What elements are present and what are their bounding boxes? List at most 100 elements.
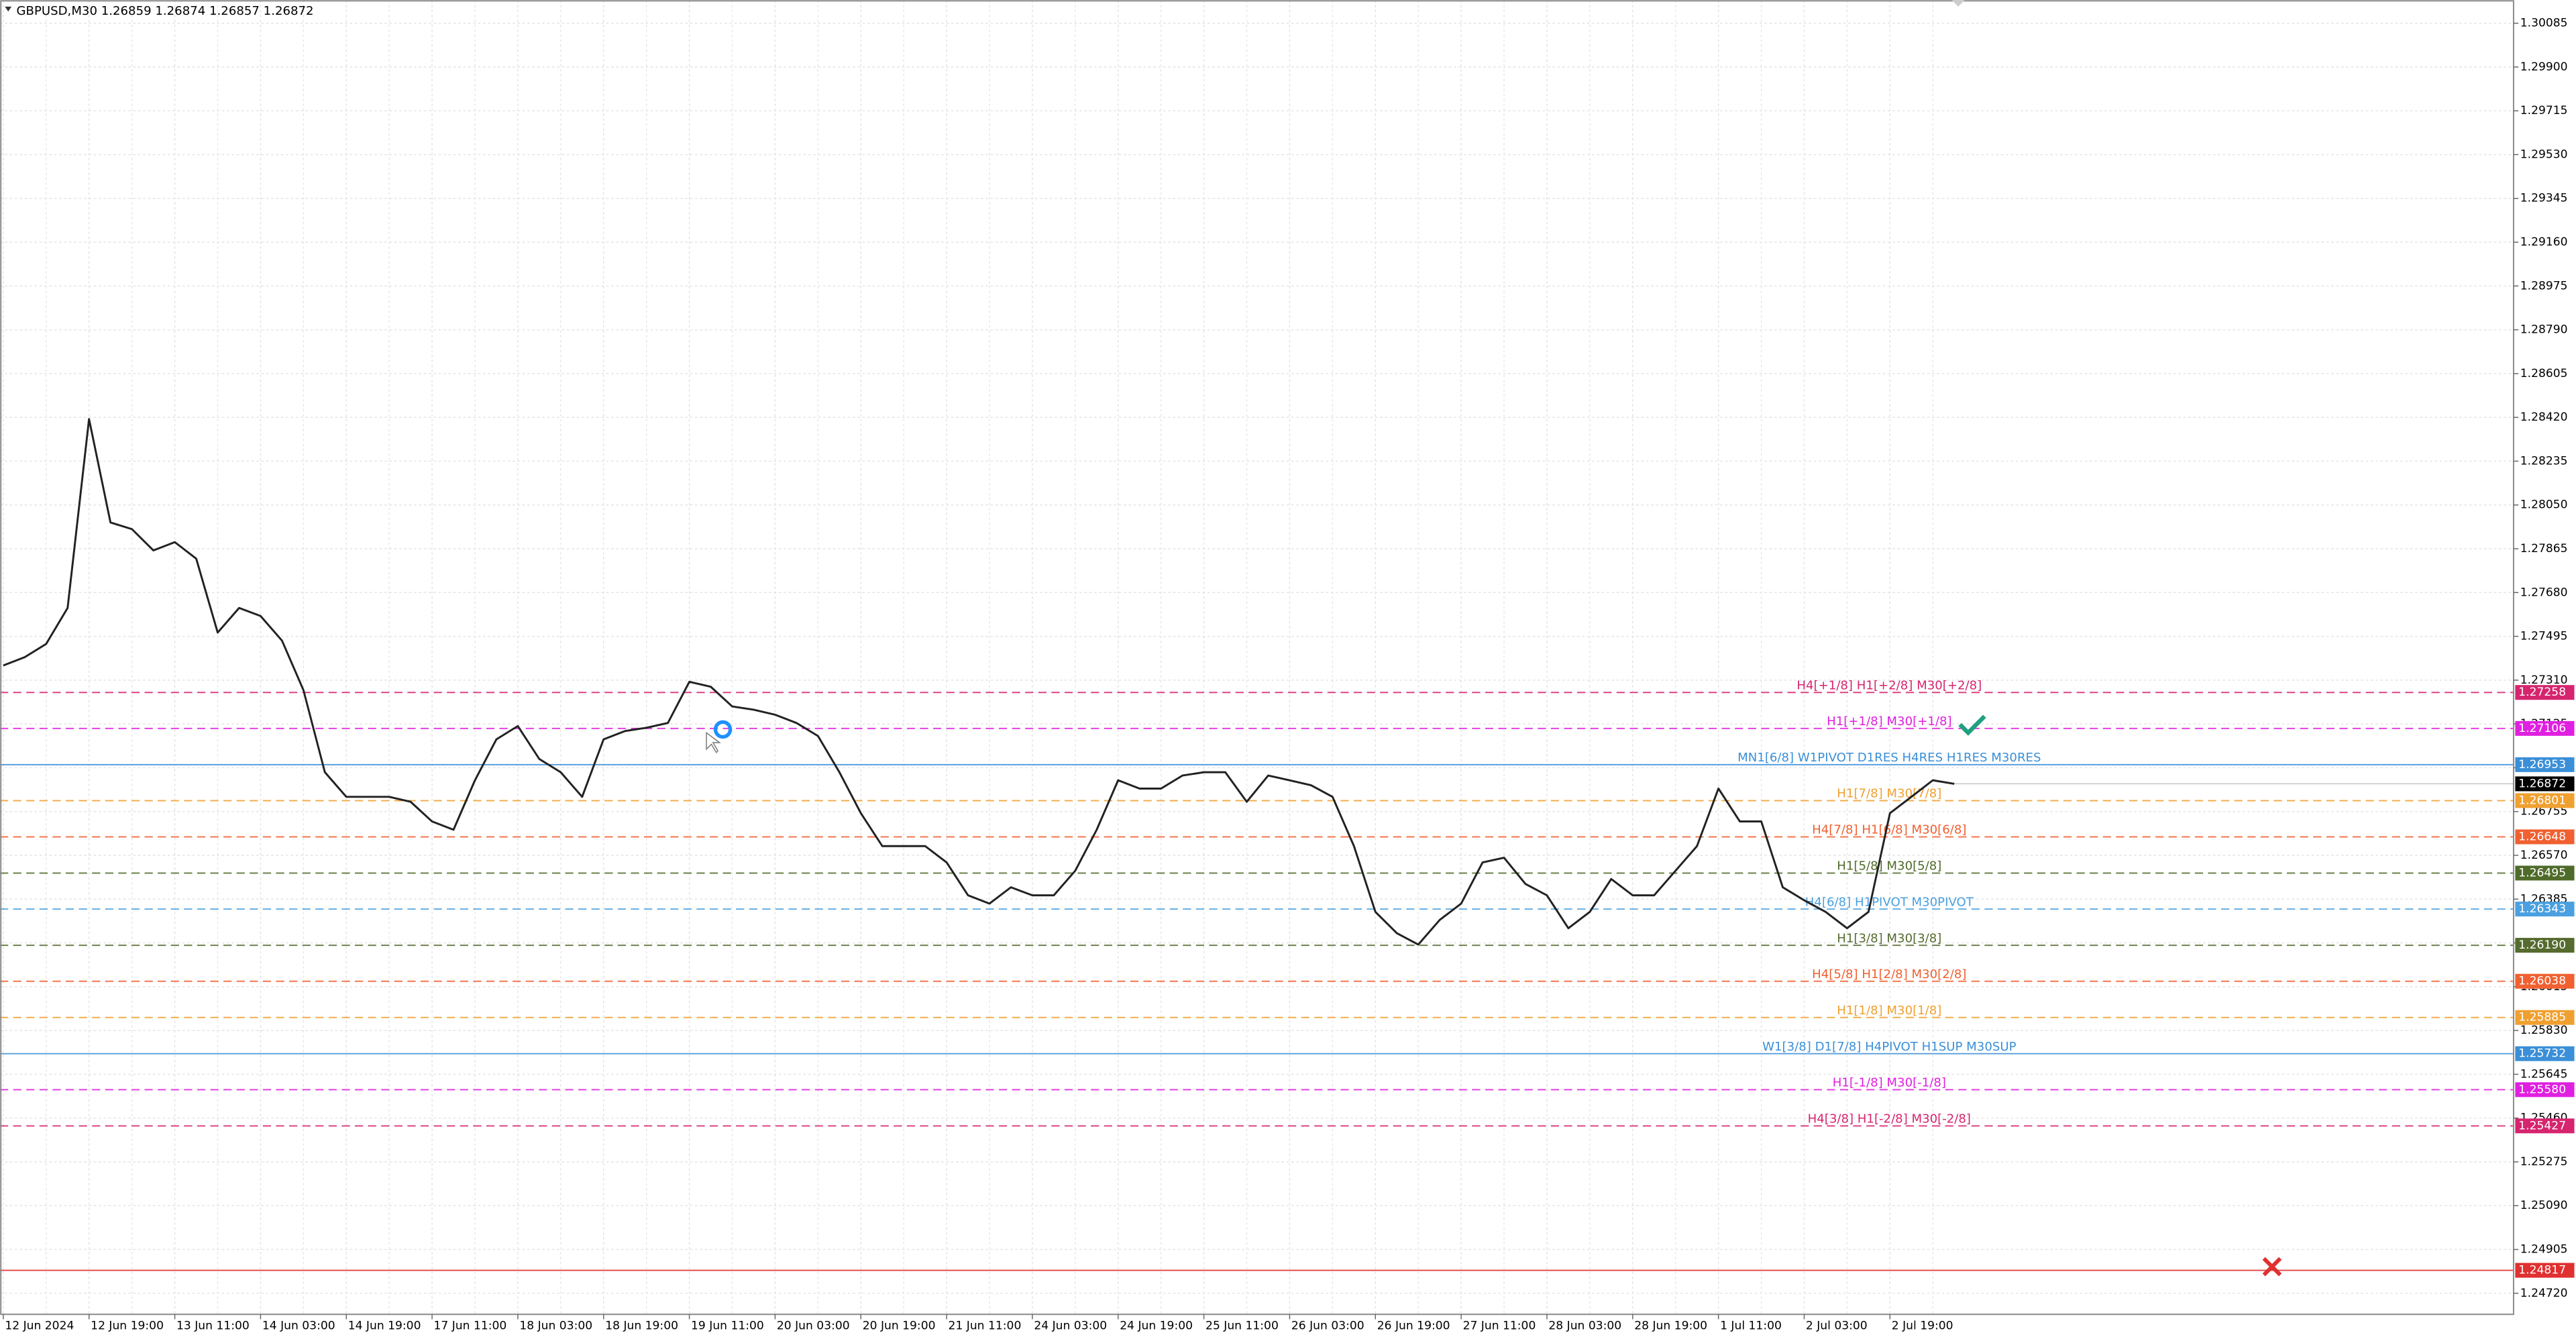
y-tick-label: 1.24720 xyxy=(2520,1287,2568,1300)
price-tag-label: 1.27106 xyxy=(2518,722,2566,735)
x-tick-label: 18 Jun 19:00 xyxy=(605,1319,678,1332)
y-tick-label: 1.27495 xyxy=(2520,630,2568,643)
plot-frame xyxy=(0,0,2514,1316)
level-label: H1[+1/8] M30[+1/8] xyxy=(1827,714,1951,729)
y-tick-label: 1.30085 xyxy=(2520,17,2568,30)
y-tick-label: 1.29530 xyxy=(2520,148,2568,161)
level-label: H4[6/8] H1PIVOT M30PIVOT xyxy=(1805,895,1974,909)
y-tick-label: 1.25275 xyxy=(2520,1155,2568,1169)
price-tag-label: 1.26648 xyxy=(2518,830,2566,843)
x-tick-label: 12 Jun 19:00 xyxy=(91,1319,164,1332)
price-tag xyxy=(2515,720,2575,736)
x-tick-label: 26 Jun 03:00 xyxy=(1291,1319,1364,1332)
y-tick-label: 1.28235 xyxy=(2520,454,2568,468)
y-tick-label: 1.29345 xyxy=(2520,192,2568,205)
price-tag xyxy=(2515,757,2575,772)
y-tick-label: 1.28605 xyxy=(2520,367,2568,380)
circle-marker xyxy=(713,720,733,739)
y-tick-label: 1.29900 xyxy=(2520,60,2568,74)
y-tick-label: 1.28975 xyxy=(2520,279,2568,292)
price-tag-label: 1.25885 xyxy=(2518,1011,2566,1024)
y-tick-label: 1.27865 xyxy=(2520,542,2568,555)
price-tag-label: 1.26801 xyxy=(2518,794,2566,807)
price-tag-label: 1.25732 xyxy=(2518,1047,2566,1061)
price-tag xyxy=(2515,1046,2575,1061)
y-tick-label: 1.25090 xyxy=(2520,1199,2568,1212)
y-tick-label: 1.29715 xyxy=(2520,104,2568,117)
y-tick-label: 1.24905 xyxy=(2520,1243,2568,1256)
x-tick-label: 14 Jun 03:00 xyxy=(262,1319,335,1332)
x-tick-label: 25 Jun 11:00 xyxy=(1205,1319,1279,1332)
level-label: H1[7/8] M30[7/8] xyxy=(1837,787,1941,801)
price-tag-label: 1.26038 xyxy=(2518,975,2566,988)
y-tick-label: 1.25645 xyxy=(2520,1067,2568,1081)
price-tag xyxy=(2515,793,2575,808)
x-tick-label: 1 Jul 11:00 xyxy=(1720,1319,1782,1332)
x-tick-label: 2 Jul 19:00 xyxy=(1892,1319,1953,1332)
x-tick-label: 28 Jun 03:00 xyxy=(1548,1319,1621,1332)
level-label: H1[5/8] M30[5/8] xyxy=(1837,859,1941,873)
price-tag xyxy=(2515,1263,2575,1278)
y-tick-label: 1.26755 xyxy=(2520,805,2568,818)
level-label: H1[3/8] M30[3/8] xyxy=(1837,931,1941,945)
price-tag xyxy=(2515,902,2575,917)
level-label: H4[3/8] H1[-2/8] M30[-2/8] xyxy=(1808,1112,1971,1126)
price-tag xyxy=(2515,1118,2575,1134)
x-tick-label: 19 Jun 11:00 xyxy=(691,1319,764,1332)
price-tag xyxy=(2515,973,2575,989)
price-tag xyxy=(2515,865,2575,881)
x-tick-label: 21 Jun 11:00 xyxy=(949,1319,1022,1332)
y-tick-label: 1.27310 xyxy=(2520,674,2568,687)
grid xyxy=(0,0,2514,1315)
check-marker xyxy=(1958,714,1986,736)
x-tick-label: 28 Jun 19:00 xyxy=(1634,1319,1707,1332)
current-price-tag xyxy=(2515,776,2575,792)
y-tick-label: 1.29160 xyxy=(2520,235,2568,249)
price-tag-label: 1.26343 xyxy=(2518,902,2566,916)
x-tick-label: 18 Jun 03:00 xyxy=(519,1319,592,1332)
cursor xyxy=(706,731,721,753)
x-tick-label: 2 Jul 03:00 xyxy=(1806,1319,1868,1332)
price-tag xyxy=(2515,1010,2575,1025)
x-tick-label: 24 Jun 19:00 xyxy=(1120,1319,1193,1332)
menu-arrow[interactable] xyxy=(5,6,12,12)
x-tick-label: 14 Jun 19:00 xyxy=(348,1319,421,1332)
price-tag xyxy=(2515,938,2575,953)
price-tag xyxy=(2515,1082,2575,1097)
price-tag-label: 1.24817 xyxy=(2518,1264,2566,1277)
scroll-marker xyxy=(1951,0,1965,7)
x-tick-label: 13 Jun 11:00 xyxy=(176,1319,250,1332)
x-tick-label: 17 Jun 11:00 xyxy=(434,1319,507,1332)
y-tick-label: 1.27680 xyxy=(2520,586,2568,599)
level-label: H1[1/8] M30[1/8] xyxy=(1837,1004,1941,1018)
level-label: W1[3/8] D1[7/8] H4PIVOT H1SUP M30SUP xyxy=(1762,1040,2016,1054)
x-tick-label: 12 Jun 2024 xyxy=(5,1319,74,1332)
level-label: H4[7/8] H1[6/8] M30[6/8] xyxy=(1812,823,1966,837)
y-tick-label: 1.28420 xyxy=(2520,411,2568,424)
level-label: H4[5/8] H1[2/8] M30[2/8] xyxy=(1812,967,1966,981)
price-tag xyxy=(2515,829,2575,845)
x-tick-label: 24 Jun 03:00 xyxy=(1034,1319,1107,1332)
chart-title: GBPUSD,M30 1.26859 1.26874 1.26857 1.268… xyxy=(16,4,313,18)
y-tick-label: 1.28050 xyxy=(2520,498,2568,512)
level-label: MN1[6/8] W1PIVOT D1RES H4RES H1RES M30RE… xyxy=(1737,751,2041,765)
price-tag-label: 1.26953 xyxy=(2518,758,2566,771)
levels: H4[+1/8] H1[+2/8] M30[+2/8] H1[+1/8] M30[… xyxy=(0,678,2514,1271)
x-tick-label: 26 Jun 19:00 xyxy=(1377,1319,1450,1332)
level-label: H4[+1/8] H1[+2/8] M30[+2/8] xyxy=(1796,678,1982,692)
x-tick-label: 20 Jun 03:00 xyxy=(777,1319,850,1332)
price-tag-label: 1.27258 xyxy=(2518,686,2566,699)
y-tick-label: 1.25830 xyxy=(2520,1024,2568,1037)
labels: 1.247201.249051.250901.252751.254601.256… xyxy=(5,17,2575,1332)
y-tick-label: 1.28790 xyxy=(2520,323,2568,337)
current-price-label: 1.26872 xyxy=(2518,777,2566,790)
y-tick-label: 1.26570 xyxy=(2520,849,2568,862)
x-tick-label: 27 Jun 11:00 xyxy=(1463,1319,1536,1332)
price-tag-label: 1.26495 xyxy=(2518,866,2566,879)
price-tag-label: 1.25427 xyxy=(2518,1119,2566,1132)
level-label: H1[-1/8] M30[-1/8] xyxy=(1833,1076,1946,1090)
price-line xyxy=(3,418,1955,946)
